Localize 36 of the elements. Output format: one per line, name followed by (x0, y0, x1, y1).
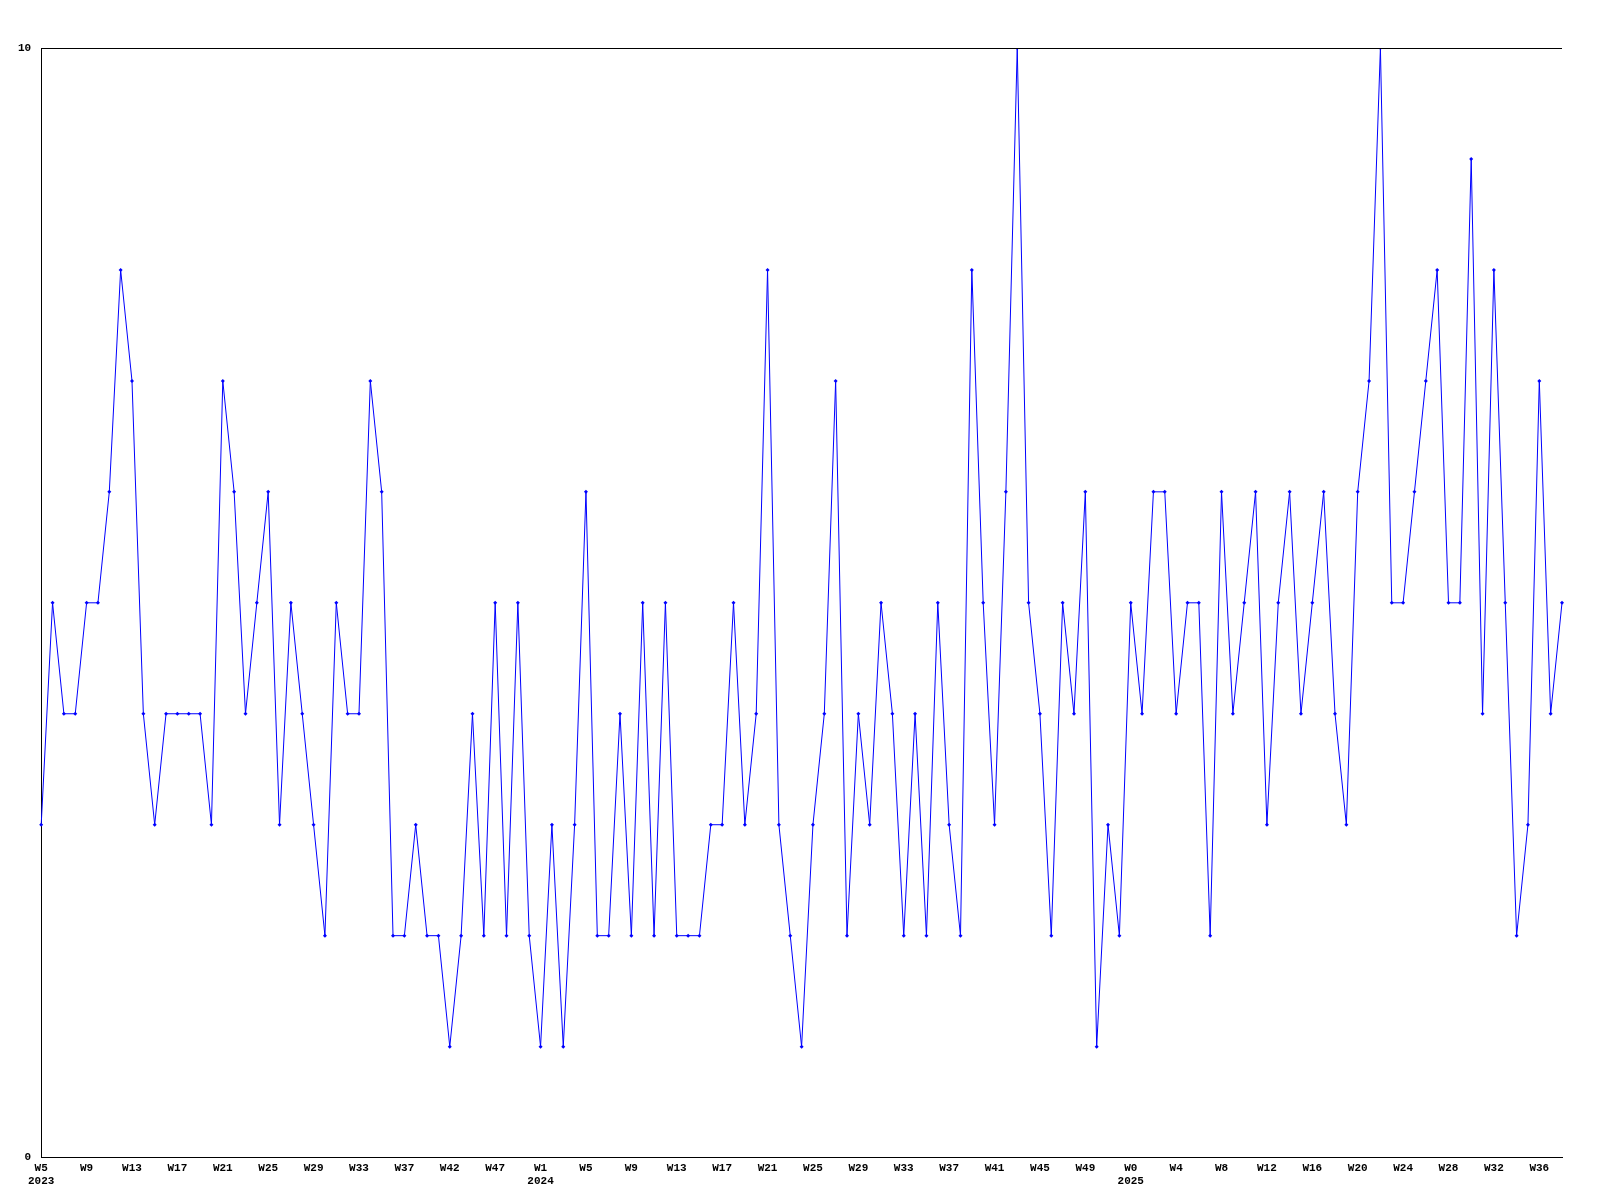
x-tick-label: W33 (893, 1161, 915, 1174)
x-tick-label: W9 (624, 1161, 638, 1174)
x-tick-label: W1 2024 (527, 1161, 555, 1188)
x-tick-label: W0 2025 (1117, 1161, 1145, 1188)
x-tick-label: W37 (394, 1161, 415, 1174)
x-tick-label: W21 (757, 1161, 778, 1174)
x-tick-label: W29 (303, 1161, 324, 1174)
x-tick-label: W49 (1075, 1161, 1096, 1174)
x-tick-label: W16 (1302, 1161, 1323, 1174)
x-tick-label: W21 (212, 1161, 234, 1174)
x-tick-label: W25 (803, 1161, 824, 1174)
x-tick-label: W13 (122, 1161, 143, 1174)
y-tick-label: 10 (18, 41, 32, 54)
y-tick-label: 0 (24, 1151, 32, 1164)
x-tick-label: W5 2023 (28, 1161, 55, 1188)
x-tick-label: W33 (349, 1161, 370, 1174)
x-tick-label: W45 (1030, 1161, 1051, 1174)
x-tick-label: W28 (1438, 1161, 1459, 1174)
x-tick-label: W12 (1257, 1161, 1277, 1174)
x-tick-label: W36 (1529, 1161, 1550, 1174)
x-tick-label: W32 (1484, 1161, 1504, 1174)
x-tick-label: W25 (258, 1161, 279, 1174)
x-tick-label: W8 (1214, 1161, 1229, 1174)
x-tick-label: W42 (439, 1161, 460, 1174)
x-tick-label: W37 (939, 1161, 960, 1174)
x-tick-label: W13 (666, 1161, 688, 1174)
x-tick-label: W47 (485, 1161, 506, 1174)
x-tick-label: W4 (1169, 1161, 1184, 1174)
x-tick-label: W9 (80, 1161, 94, 1174)
x-tick-label: W20 (1347, 1161, 1368, 1174)
x-tick-label: W17 (712, 1161, 733, 1174)
x-tick-label: W5 (579, 1161, 593, 1174)
x-tick-label: W29 (848, 1161, 869, 1174)
x-tick-label: W24 (1393, 1161, 1414, 1174)
x-tick-label: W41 (984, 1161, 1005, 1174)
x-tick-label: W17 (167, 1161, 188, 1174)
